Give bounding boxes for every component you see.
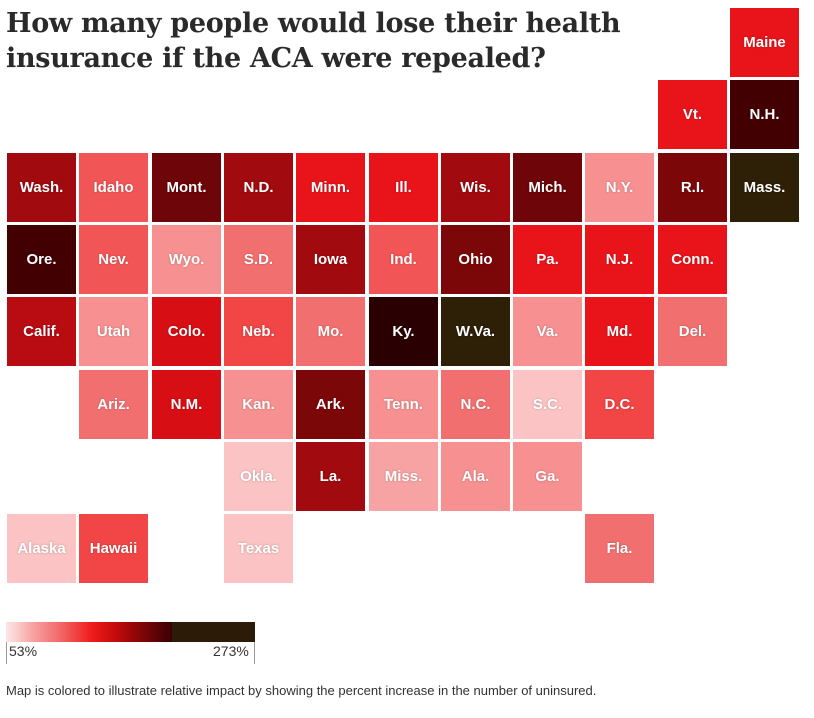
state-tile-nh: N.H.: [730, 80, 799, 149]
state-tile-ind: Ind.: [369, 225, 438, 294]
state-tile-hawaii: Hawaii: [79, 514, 148, 583]
state-tile-mont: Mont.: [152, 153, 221, 222]
state-tile-iowa: Iowa: [296, 225, 365, 294]
map-footnote: Map is colored to illustrate relative im…: [6, 683, 597, 698]
state-tile-ohio: Ohio: [441, 225, 510, 294]
state-tile-md: Md.: [585, 297, 654, 366]
state-tile-ri: R.I.: [658, 153, 727, 222]
legend-tick-max: [254, 642, 255, 664]
state-tile-mass: Mass.: [730, 153, 799, 222]
state-tile-ark: Ark.: [296, 370, 365, 439]
state-tile-mich: Mich.: [513, 153, 582, 222]
state-tile-tenn: Tenn.: [369, 370, 438, 439]
state-tile-ariz: Ariz.: [79, 370, 148, 439]
state-tile-vt: Vt.: [658, 80, 727, 149]
state-tile-ga: Ga.: [513, 442, 582, 511]
state-tile-ore: Ore.: [7, 225, 76, 294]
state-tile-nev: Nev.: [79, 225, 148, 294]
state-tile-del: Del.: [658, 297, 727, 366]
state-tile-va: Va.: [513, 297, 582, 366]
state-tile-wyo: Wyo.: [152, 225, 221, 294]
legend-tick-min: [6, 642, 7, 664]
state-tile-wash: Wash.: [7, 153, 76, 222]
state-tile-conn: Conn.: [658, 225, 727, 294]
map-title: How many people would lose their health …: [6, 8, 621, 74]
state-tile-alaska: Alaska: [7, 514, 76, 583]
state-tile-okla: Okla.: [224, 442, 293, 511]
state-tile-nm: N.M.: [152, 370, 221, 439]
state-tile-ky: Ky.: [369, 297, 438, 366]
legend-max-label: 273%: [213, 643, 249, 659]
state-tile-mo: Mo.: [296, 297, 365, 366]
state-tile-minn: Minn.: [296, 153, 365, 222]
state-tile-fla: Fla.: [585, 514, 654, 583]
state-tile-calif: Calif.: [7, 297, 76, 366]
state-tile-nc: N.C.: [441, 370, 510, 439]
state-tile-kan: Kan.: [224, 370, 293, 439]
state-tile-wva: W.Va.: [441, 297, 510, 366]
state-tile-ny: N.Y.: [585, 153, 654, 222]
legend-max-swatch: [172, 622, 255, 642]
state-tile-dc: D.C.: [585, 370, 654, 439]
color-legend: [6, 622, 255, 664]
state-tile-neb: Neb.: [224, 297, 293, 366]
state-tile-sd: S.D.: [224, 225, 293, 294]
state-tile-sc: S.C.: [513, 370, 582, 439]
state-tile-idaho: Idaho: [79, 153, 148, 222]
state-tile-utah: Utah: [79, 297, 148, 366]
state-tile-pa: Pa.: [513, 225, 582, 294]
state-tile-texas: Texas: [224, 514, 293, 583]
state-tile-miss: Miss.: [369, 442, 438, 511]
legend-gradient-bar: [6, 622, 172, 642]
state-tile-nj: N.J.: [585, 225, 654, 294]
state-tile-wis: Wis.: [441, 153, 510, 222]
state-tile-ill: Ill.: [369, 153, 438, 222]
state-tile-colo: Colo.: [152, 297, 221, 366]
state-tile-nd: N.D.: [224, 153, 293, 222]
state-tile-maine: Maine: [730, 8, 799, 77]
state-tile-ala: Ala.: [441, 442, 510, 511]
legend-min-label: 53%: [9, 643, 38, 659]
state-tile-la: La.: [296, 442, 365, 511]
